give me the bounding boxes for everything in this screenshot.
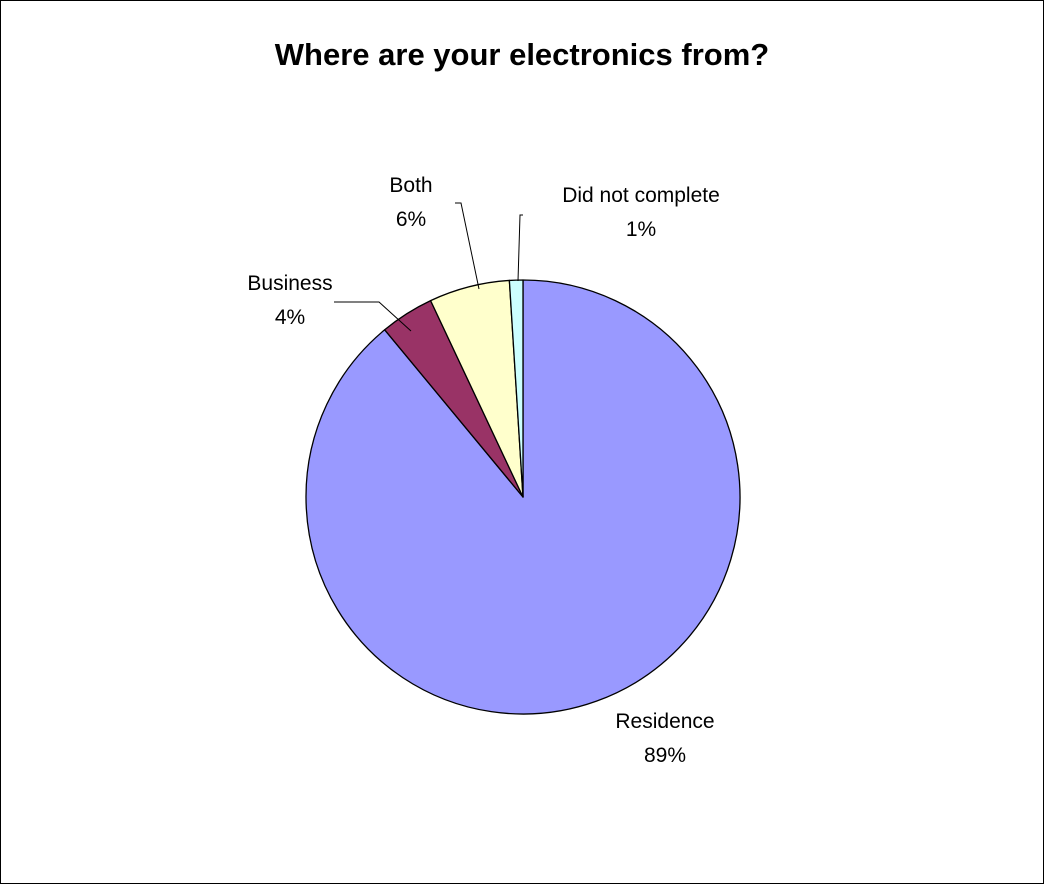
slice-label-business: Business <box>247 272 332 295</box>
slice-percent-both: 6% <box>396 208 426 231</box>
pie-slices <box>305 279 741 715</box>
slice-percent-business: 4% <box>275 306 305 329</box>
slice-label-residence: Residence <box>615 710 714 733</box>
leader-line-did-not-complete <box>517 214 523 282</box>
slice-labels: Residence 89% Business 4% Both 6% Did not comp… <box>247 174 719 767</box>
leader-line-both <box>455 202 480 290</box>
leader-line-business <box>334 301 412 332</box>
leader-lines <box>334 202 523 332</box>
chart-title: Where are your electronics from? <box>274 37 770 72</box>
slice-label-did-not-complete: Did not complete <box>562 184 720 207</box>
slice-percent-did-not-complete: 1% <box>626 218 656 241</box>
pie-slice-did-not-complete <box>508 279 524 498</box>
slice-percent-residence: 89% <box>644 744 686 767</box>
slice-label-both: Both <box>389 174 432 197</box>
